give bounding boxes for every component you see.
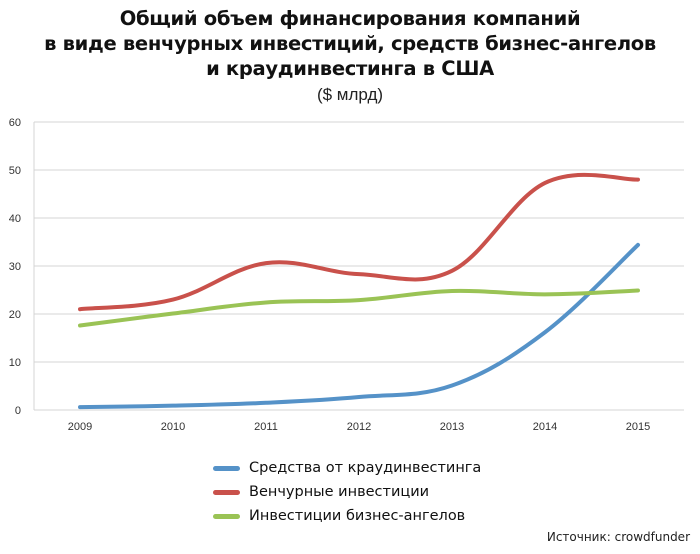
source-note: Источник: crowdfunder [546, 530, 690, 544]
y-tick-label: 0 [15, 405, 21, 417]
legend-label-crowd: Средства от краудинвестинга [249, 460, 482, 476]
x-tick-label: 2011 [254, 421, 278, 433]
legend: Средства от краудинвестинга Венчурные ин… [213, 456, 481, 528]
y-tick-label: 10 [9, 357, 21, 369]
y-tick-label: 50 [9, 165, 21, 177]
legend-item-crowd: Средства от краудинвестинга [213, 456, 481, 480]
legend-label-venture: Венчурные инвестиции [249, 484, 430, 500]
x-tick-labels: 2009 2010 2011 2012 2013 2014 2015 [68, 421, 650, 433]
x-tick-label: 2010 [161, 421, 185, 433]
x-tick-label: 2015 [626, 421, 650, 433]
x-tick-label: 2009 [68, 421, 92, 433]
legend-label-angels: Инвестиции бизнес-ангелов [249, 508, 466, 524]
y-tick-label: 40 [9, 213, 21, 225]
legend-swatch-crowd [213, 465, 240, 471]
grid-lines [33, 121, 684, 411]
series-line-2 [78, 288, 640, 328]
chart-title: Общий объем финансирования компаний в ви… [44, 7, 656, 80]
x-tick-label: 2014 [533, 421, 557, 433]
y-tick-label: 60 [9, 117, 21, 129]
y-tick-labels: 0 10 20 30 40 50 60 [9, 117, 21, 417]
series-line-0 [78, 242, 640, 410]
y-tick-label: 20 [9, 309, 21, 321]
legend-swatch-venture [213, 489, 240, 495]
x-tick-label: 2013 [440, 421, 464, 433]
chart-subtitle: ($ млрд) [316, 85, 384, 104]
legend-item-angels: Инвестиции бизнес-ангелов [213, 504, 481, 528]
series-lines [78, 172, 640, 410]
y-tick-label: 30 [9, 261, 21, 273]
legend-item-venture: Венчурные инвестиции [213, 480, 481, 504]
series-line-1 [78, 172, 640, 312]
x-tick-label: 2012 [347, 421, 371, 433]
legend-swatch-angels [213, 513, 240, 519]
